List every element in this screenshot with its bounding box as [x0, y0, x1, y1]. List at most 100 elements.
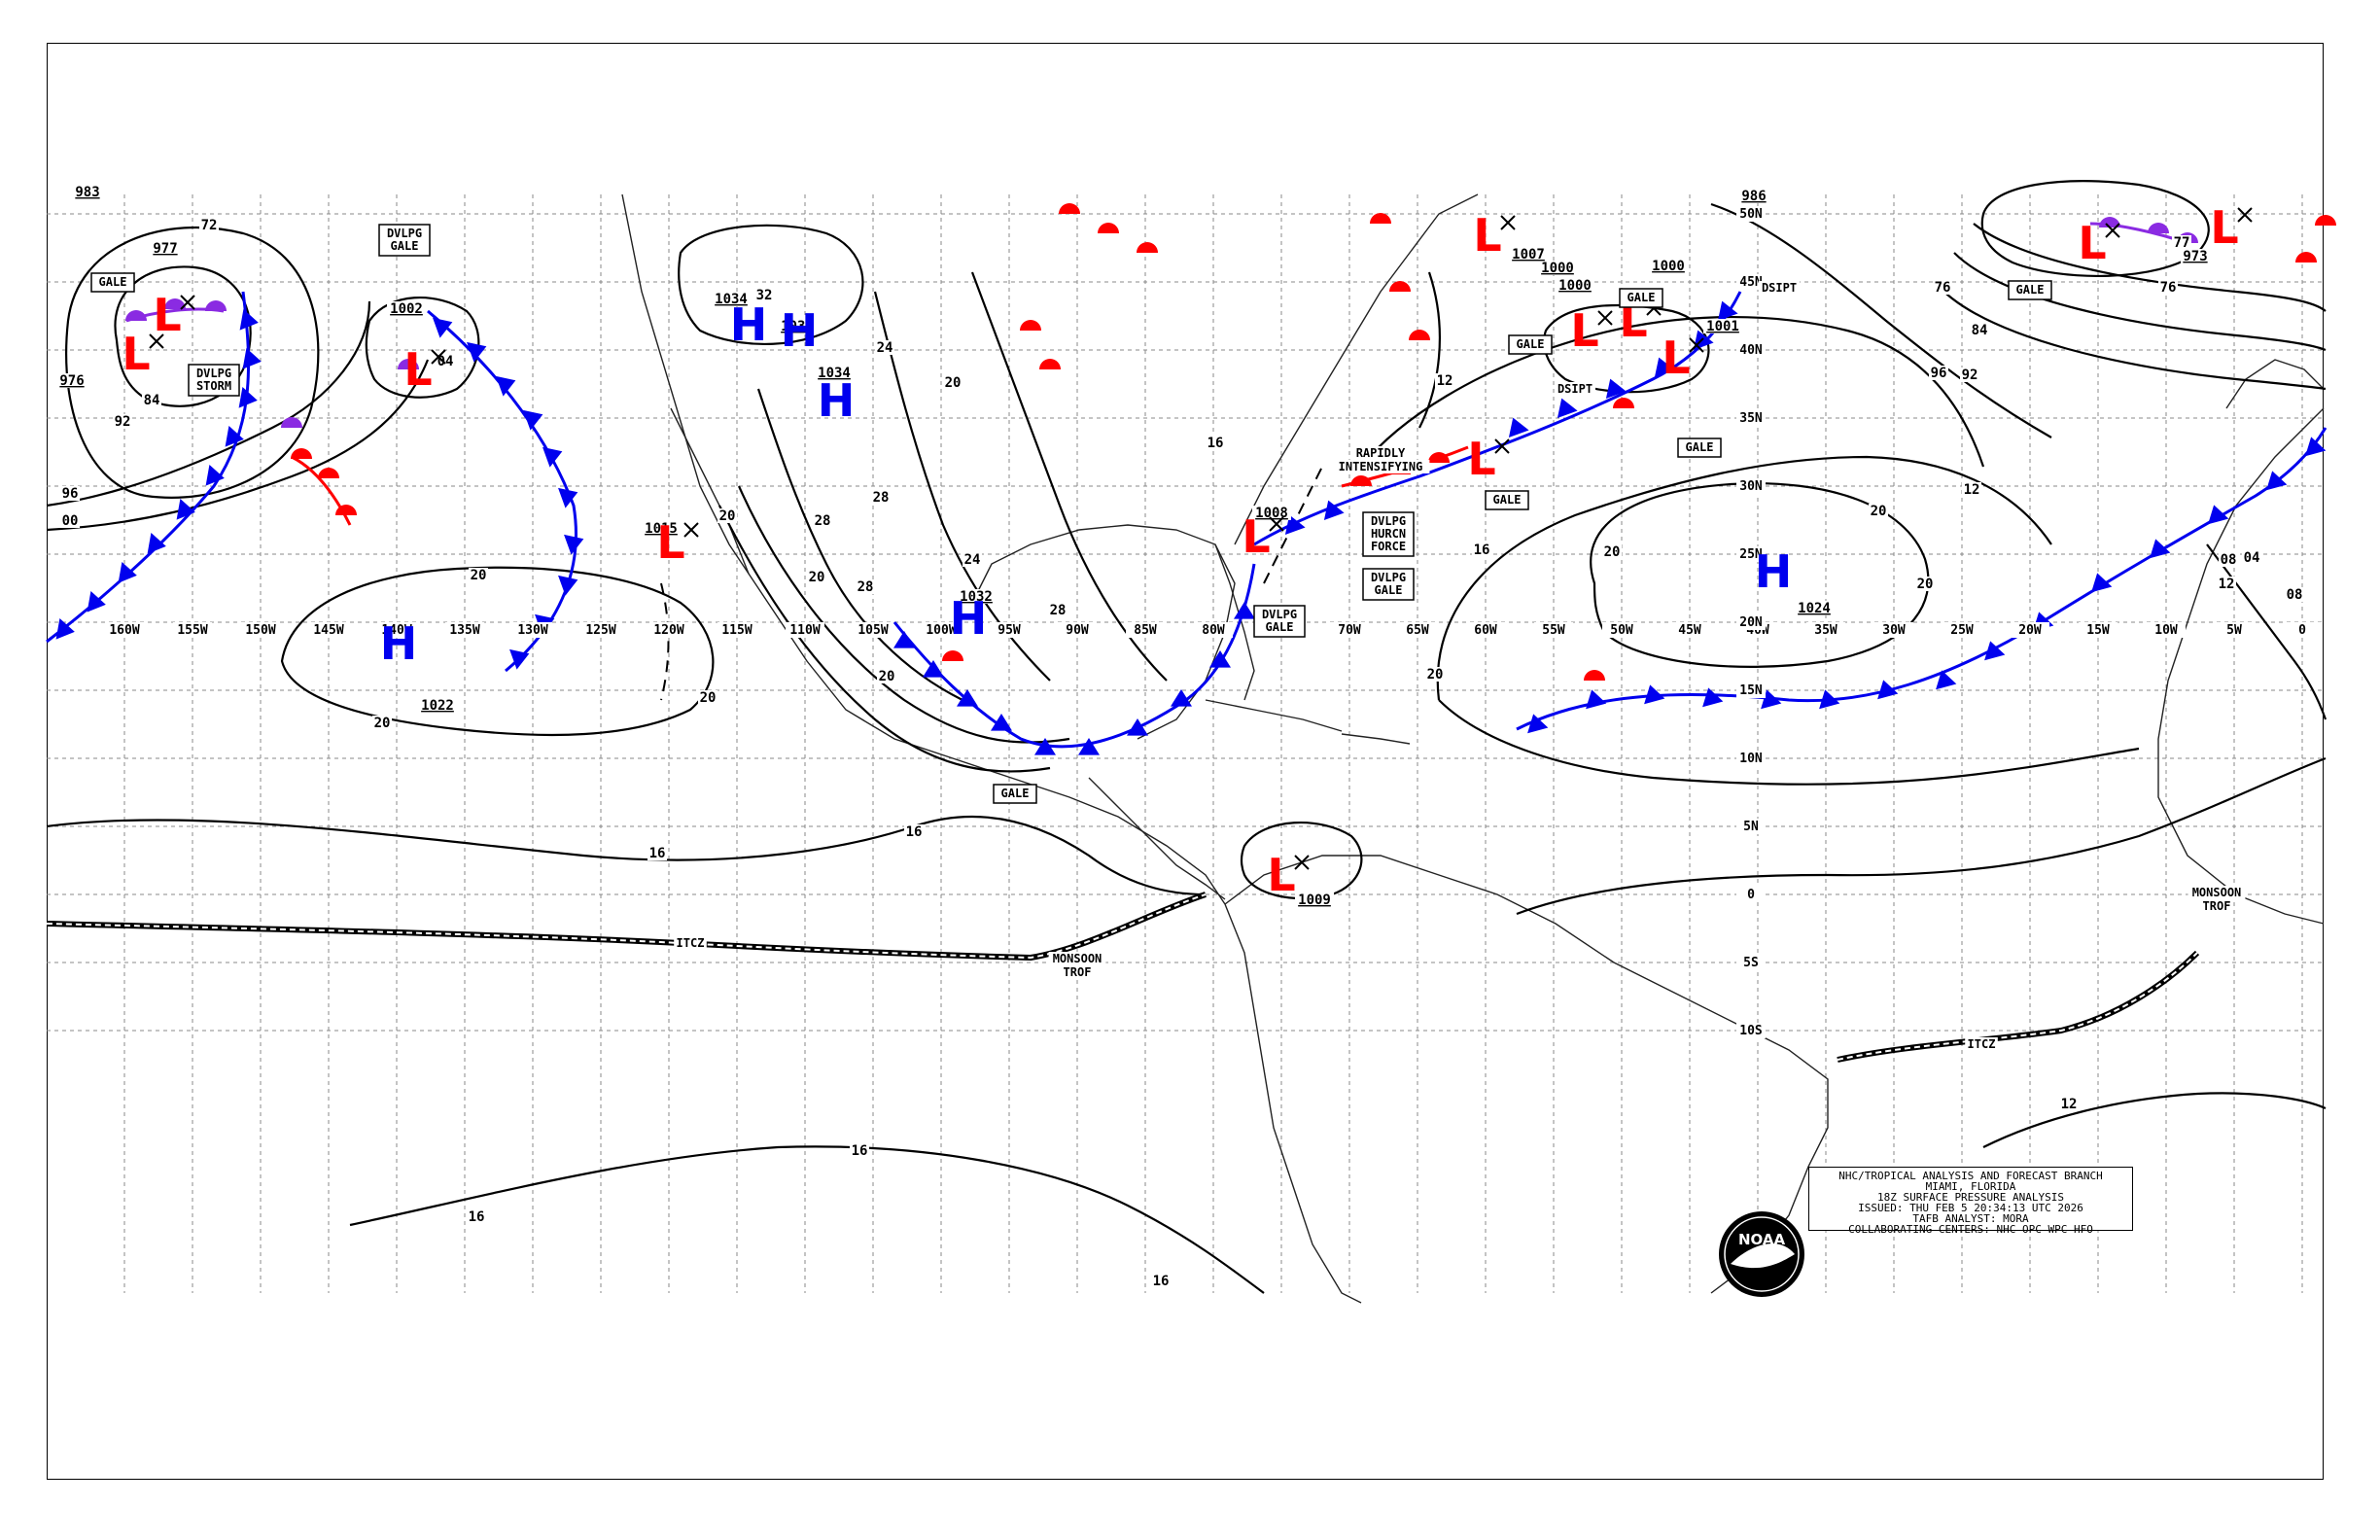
isobar-label-bg: [2219, 552, 2238, 567]
isobar-label: 1032: [960, 589, 993, 605]
longitude-label-bg: [309, 622, 348, 638]
isobar-pacific-96: [46, 300, 371, 508]
plain-label-bg: [1555, 382, 1595, 396]
longitude-label: 70W: [1338, 623, 1361, 638]
boxed-label-frame: [2008, 280, 2052, 300]
isobar-label: 986: [1741, 189, 1766, 204]
warm-front-semicircle: [1370, 213, 1391, 224]
longitude-label: 5W: [2226, 623, 2242, 638]
low-pressure-center: L: [656, 516, 684, 569]
cold-front-triangle: [2091, 573, 2113, 593]
isobar-label-bg: [467, 1209, 486, 1224]
latitude-label-bg: [1736, 342, 1766, 358]
boxed-label-line: DVLPG: [1371, 571, 1406, 584]
longitude-label: 30W: [1882, 623, 1906, 638]
plain-label: RAPIDLY: [1356, 446, 1406, 460]
cold-front-triangle: [1527, 714, 1549, 734]
isobar-label-bg: [1602, 544, 1622, 559]
low-center-marker: [180, 295, 195, 310]
cold-front-triangle: [542, 446, 563, 468]
cold-front-triangle: [1557, 398, 1578, 418]
cold-front-triangle: [2208, 505, 2229, 525]
longitude-label-bg: [2215, 622, 2254, 638]
cold-front-triangle: [2266, 471, 2288, 491]
isobar-label-bg: [387, 301, 426, 316]
isobar-label-bg: [2242, 550, 2261, 565]
isobar-label-bg: [642, 521, 681, 536]
isobar-east-atlantic-08: [2206, 543, 2328, 720]
isobar-label-bg: [850, 1143, 869, 1158]
isobar-label: 96: [62, 486, 79, 502]
isobar-label: 24: [877, 340, 893, 356]
longitude-label-bg: [105, 622, 144, 638]
cold-front-triangle: [893, 631, 915, 648]
longitude-label: 60W: [1474, 623, 1497, 638]
isobar-ne-atlantic-76: [1973, 223, 2327, 312]
latitude-label: 5S: [1743, 956, 1759, 970]
plain-label-bg: [1965, 1037, 1998, 1051]
cold-front-triangle: [87, 591, 106, 612]
longitude-label: 50W: [1610, 623, 1633, 638]
latitude-label: 5N: [1743, 820, 1759, 834]
longitude-label-bg: [241, 622, 280, 638]
cold-front-triangle: [1819, 689, 1840, 710]
isobar-label: 20: [945, 375, 962, 391]
isobar-label-bg: [1509, 247, 1548, 262]
isobar-label: 76: [1935, 280, 1951, 296]
longitude-label-bg: [1942, 622, 1981, 638]
isobar-label: 1007: [1512, 247, 1545, 262]
low-pressure-center: L: [122, 328, 150, 380]
longitude-label: 115W: [721, 623, 752, 638]
warm-front-semicircle: [2315, 215, 2336, 226]
longitude-label: 55W: [1542, 623, 1565, 638]
cold-front-triangle: [1877, 680, 1899, 700]
cold-front-triangle: [523, 409, 543, 431]
isobar-label: 16: [906, 824, 923, 840]
longitude-label-bg: [445, 622, 484, 638]
isobar-label: 1024: [1798, 601, 1831, 616]
cold-front-triangle: [1323, 500, 1345, 520]
isobar-mexico-20: [718, 505, 1051, 773]
latitude-label: 30N: [1739, 479, 1763, 494]
boxed-label-line: STORM: [196, 379, 231, 393]
latitude-label: 50N: [1739, 207, 1763, 222]
isobar-label: 20: [879, 669, 895, 684]
cold-front-triangle: [433, 317, 453, 338]
low-pressure-center: L: [2078, 217, 2106, 269]
isobar-label-bg: [1795, 601, 1834, 615]
longitude-label: 95W: [998, 623, 1021, 638]
isobar-label: 977: [153, 241, 177, 257]
cold-front-triangle: [1171, 689, 1192, 707]
isobar-us-central-28: [756, 388, 963, 701]
plain-label: TROF: [2203, 899, 2231, 913]
cold-front-triangle: [118, 562, 137, 583]
boxed-label-line: GALE: [2016, 283, 2045, 297]
isobar-equatorial-atlantic-16: [1516, 756, 2327, 916]
longitude-label-bg: [854, 622, 892, 638]
isobar-label: 1034: [715, 292, 748, 307]
isobar-label-bg: [1435, 373, 1454, 388]
isobar-label: 12: [1964, 482, 1980, 498]
longitude-label-bg: [1126, 622, 1165, 638]
isobar-label: 1001: [1706, 319, 1739, 334]
cold-front-triangle: [2305, 437, 2327, 457]
latitude-label: 35N: [1739, 411, 1763, 426]
latitude-label: 45N: [1739, 275, 1763, 290]
cold-front-triangle: [1508, 417, 1529, 438]
low-center-marker: [149, 333, 164, 349]
boxed-label-frame: [993, 784, 1037, 804]
itcz-east-pacific-inner: [46, 893, 1207, 960]
longitude-label-bg: [2079, 622, 2118, 638]
longitude-label: 160W: [109, 623, 139, 638]
isobar-label-bg: [2217, 577, 2236, 591]
latitude-label-bg: [1736, 478, 1766, 494]
plain-label: ITCZ: [677, 936, 705, 950]
central-america: [1088, 777, 1226, 900]
cold-front-triangle: [509, 648, 530, 670]
itcz-east-pacific: [46, 892, 1207, 962]
itcz-atlantic: [1837, 950, 2200, 1063]
credit-line-4: ISSUED: THU FEB 5 20:34:13 UTC 2026: [1858, 1202, 2083, 1214]
warm-front-semicircle: [1389, 281, 1411, 292]
